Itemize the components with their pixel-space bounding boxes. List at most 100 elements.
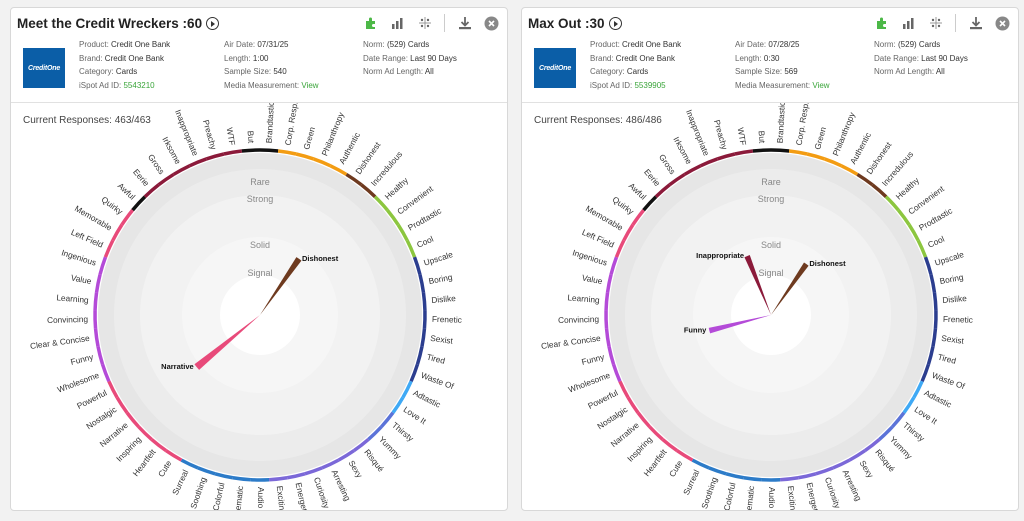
meta-row: Norm Ad Length: All [874, 65, 968, 79]
category-arc [824, 157, 843, 168]
download-icon[interactable] [968, 16, 983, 31]
category-arc [607, 346, 616, 365]
category-label: Cinematic [742, 485, 756, 511]
category-label: Powerful [586, 387, 619, 411]
category-label: Gross [146, 152, 167, 176]
category-arc [94, 274, 102, 293]
puzzle-icon[interactable] [363, 16, 378, 31]
category-label: Tired [426, 352, 447, 366]
category-label: Exciting [275, 485, 288, 511]
category-label: Authentic [337, 131, 362, 166]
category-label: Gross [657, 152, 678, 176]
category-arc [604, 292, 610, 311]
meta-value: (529) Cards [387, 40, 430, 49]
category-arc [683, 164, 702, 176]
meta-link[interactable]: View [301, 80, 319, 90]
meta-value: All [935, 67, 945, 76]
meta-column-1: Product: Credit One Bank Brand: Credit On… [590, 38, 681, 92]
meta-label: Media Measurement: [735, 80, 813, 90]
category-arc [396, 223, 409, 242]
meta-row: Category: Cards [79, 65, 170, 79]
category-label: Sexy [858, 458, 877, 480]
category-arc [725, 472, 745, 480]
category-arc [329, 164, 348, 176]
download-icon[interactable] [457, 16, 472, 31]
category-arc [926, 346, 935, 365]
category-arc [815, 466, 834, 476]
category-arc [367, 425, 383, 441]
category-label: Arresting [841, 468, 864, 503]
category-label: Healthy [383, 175, 411, 202]
meta-link[interactable]: 5539905 [634, 80, 666, 90]
category-label: Inspiring [114, 434, 143, 464]
category-arc [98, 256, 108, 275]
puzzle-icon[interactable] [874, 16, 889, 31]
scatter-plot-icon[interactable] [417, 16, 432, 31]
category-arc [648, 425, 664, 441]
meta-label: Brand: [79, 53, 105, 63]
category-label: Yummy [377, 434, 404, 461]
category-arc [103, 239, 115, 258]
category-label: Audio [256, 487, 266, 509]
category-arc [916, 239, 928, 258]
category-label: Cinematic [231, 485, 245, 511]
meta-value: 540 [273, 67, 287, 76]
meta-link[interactable]: 5543210 [123, 80, 155, 90]
category-label: Sexy [347, 458, 366, 480]
category-arc [654, 183, 671, 198]
meta-row: Date Range: Last 90 Days [874, 52, 968, 66]
meta-row: Date Range: Last 90 Days [363, 52, 457, 66]
category-arc [172, 164, 191, 176]
category-label: Prodtastic [406, 206, 443, 233]
category-label: Inspiring [625, 434, 654, 464]
close-icon[interactable] [995, 16, 1010, 31]
ad-panel: Max Out :30 CreditOne Product: Credit One … [521, 7, 1019, 511]
category-label: Authentic [848, 131, 873, 166]
category-label: Corp. Resp. [283, 103, 300, 146]
emotion-wheel: Rare Strong Solid Signal Brandtastic Corp. Re… [540, 103, 973, 511]
meta-value: 07/28/25 [768, 40, 800, 49]
current-responses: Current Responses: 463/463 [23, 115, 151, 126]
category-arc [345, 172, 363, 187]
meta-value: Credit One Bank [104, 53, 164, 63]
close-icon[interactable] [484, 16, 499, 31]
category-label: Surreal [681, 468, 702, 497]
category-arc [604, 310, 609, 329]
category-label: Upscale [422, 249, 454, 268]
category-arc [420, 328, 427, 347]
play-icon[interactable] [206, 17, 220, 30]
category-label: Prodtastic [917, 206, 954, 233]
ad-header: Max Out :30 CreditOne Product: Credit One … [522, 8, 1018, 103]
category-arc [107, 380, 119, 399]
scatter-plot-icon[interactable] [928, 16, 943, 31]
meta-row: iSpot Ad ID: 5539905 [590, 79, 681, 93]
bar-chart-icon[interactable] [390, 16, 405, 31]
meta-link[interactable]: View [812, 80, 830, 90]
category-arc [115, 396, 129, 414]
category-label: Convincing [47, 314, 89, 325]
category-label: Value [581, 272, 604, 286]
category-arc [923, 256, 933, 275]
category-arc [373, 195, 389, 212]
play-icon[interactable] [608, 17, 622, 30]
category-label: Learning [56, 292, 89, 305]
meta-value: 0:30 [763, 53, 780, 63]
category-arc [871, 183, 888, 198]
meta-label: Media Measurement: [224, 80, 302, 90]
category-label: Powerful [75, 387, 108, 411]
response-spike [708, 315, 771, 334]
meta-row: Category: Cards [590, 65, 681, 79]
category-arc [891, 411, 906, 428]
category-label: Brandtastic [264, 103, 276, 143]
category-label: Energetic [294, 482, 311, 511]
category-label: Dislike [942, 293, 968, 305]
category-arc [422, 310, 427, 329]
bar-chart-icon[interactable] [901, 16, 916, 31]
category-arc [848, 449, 867, 462]
response-spike [260, 257, 302, 315]
category-arc [360, 183, 377, 198]
category-arc [779, 476, 799, 482]
category-arc [337, 449, 356, 462]
category-label: Soothing [188, 475, 208, 510]
category-arc [832, 458, 851, 470]
